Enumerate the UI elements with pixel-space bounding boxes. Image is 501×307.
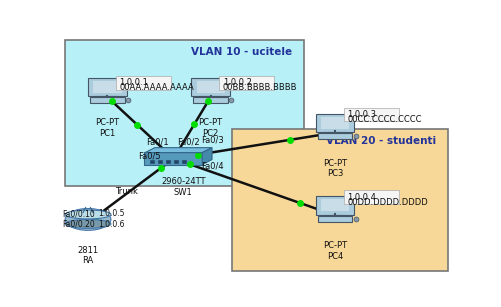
Text: 2960-24TT
SW1: 2960-24TT SW1 bbox=[161, 177, 205, 197]
Text: 1.0.0.2: 1.0.0.2 bbox=[222, 78, 251, 87]
Ellipse shape bbox=[65, 220, 111, 228]
FancyBboxPatch shape bbox=[219, 76, 274, 90]
FancyBboxPatch shape bbox=[116, 76, 170, 90]
Text: Fa0/2: Fa0/2 bbox=[177, 138, 200, 146]
Text: 1.0.0.3: 1.0.0.3 bbox=[347, 110, 375, 119]
FancyBboxPatch shape bbox=[315, 196, 354, 215]
FancyBboxPatch shape bbox=[144, 152, 202, 165]
Polygon shape bbox=[202, 148, 211, 165]
Text: Fa0/0.10
Fa0/0.20: Fa0/0.10 Fa0/0.20 bbox=[63, 209, 95, 229]
FancyBboxPatch shape bbox=[65, 41, 304, 186]
FancyBboxPatch shape bbox=[315, 114, 354, 132]
Text: Fa0/4: Fa0/4 bbox=[200, 161, 223, 170]
Text: 1.0.0.1: 1.0.0.1 bbox=[119, 78, 148, 87]
Text: VLAN 20 - studenti: VLAN 20 - studenti bbox=[326, 136, 435, 146]
Text: Fa0/3: Fa0/3 bbox=[200, 135, 223, 144]
FancyBboxPatch shape bbox=[343, 190, 398, 204]
Ellipse shape bbox=[65, 208, 111, 230]
FancyBboxPatch shape bbox=[317, 216, 352, 222]
Ellipse shape bbox=[65, 210, 111, 219]
FancyBboxPatch shape bbox=[166, 160, 169, 163]
FancyBboxPatch shape bbox=[93, 81, 121, 93]
Text: PC-PT
PC3: PC-PT PC3 bbox=[322, 159, 347, 178]
Text: PC-PT
PC2: PC-PT PC2 bbox=[198, 119, 222, 138]
FancyBboxPatch shape bbox=[191, 78, 229, 96]
Text: 00CC.CCCC.CCCC: 00CC.CCCC.CCCC bbox=[347, 115, 421, 124]
Text: VLAN 10 - ucitele: VLAN 10 - ucitele bbox=[191, 48, 292, 57]
Text: PC-PT
PC4: PC-PT PC4 bbox=[322, 241, 347, 261]
FancyBboxPatch shape bbox=[149, 160, 153, 163]
Text: 2811
RA: 2811 RA bbox=[77, 246, 98, 266]
Text: 00BB.BBBB.BBBB: 00BB.BBBB.BBBB bbox=[222, 83, 297, 92]
FancyBboxPatch shape bbox=[182, 160, 186, 163]
Text: 00AA.AAAA.AAAA: 00AA.AAAA.AAAA bbox=[119, 83, 194, 92]
FancyBboxPatch shape bbox=[343, 108, 398, 122]
FancyBboxPatch shape bbox=[88, 78, 126, 96]
Text: 00DD.DDDD.DDDD: 00DD.DDDD.DDDD bbox=[347, 198, 427, 207]
FancyBboxPatch shape bbox=[321, 199, 348, 212]
FancyBboxPatch shape bbox=[90, 97, 124, 103]
Text: Fa0/5: Fa0/5 bbox=[138, 152, 161, 161]
Text: 1.0.0.4: 1.0.0.4 bbox=[347, 193, 375, 202]
FancyBboxPatch shape bbox=[231, 129, 447, 271]
Text: Trunk: Trunk bbox=[115, 187, 138, 196]
FancyBboxPatch shape bbox=[174, 160, 178, 163]
Polygon shape bbox=[145, 148, 211, 153]
FancyBboxPatch shape bbox=[317, 133, 352, 139]
Text: PC-PT
PC1: PC-PT PC1 bbox=[95, 119, 119, 138]
FancyBboxPatch shape bbox=[321, 117, 348, 129]
FancyBboxPatch shape bbox=[196, 81, 224, 93]
Text: Fa0/1: Fa0/1 bbox=[146, 138, 169, 146]
FancyBboxPatch shape bbox=[193, 97, 227, 103]
FancyBboxPatch shape bbox=[157, 160, 161, 163]
Text: 1.0.0.5
1.0.0.6: 1.0.0.5 1.0.0.6 bbox=[98, 209, 124, 229]
